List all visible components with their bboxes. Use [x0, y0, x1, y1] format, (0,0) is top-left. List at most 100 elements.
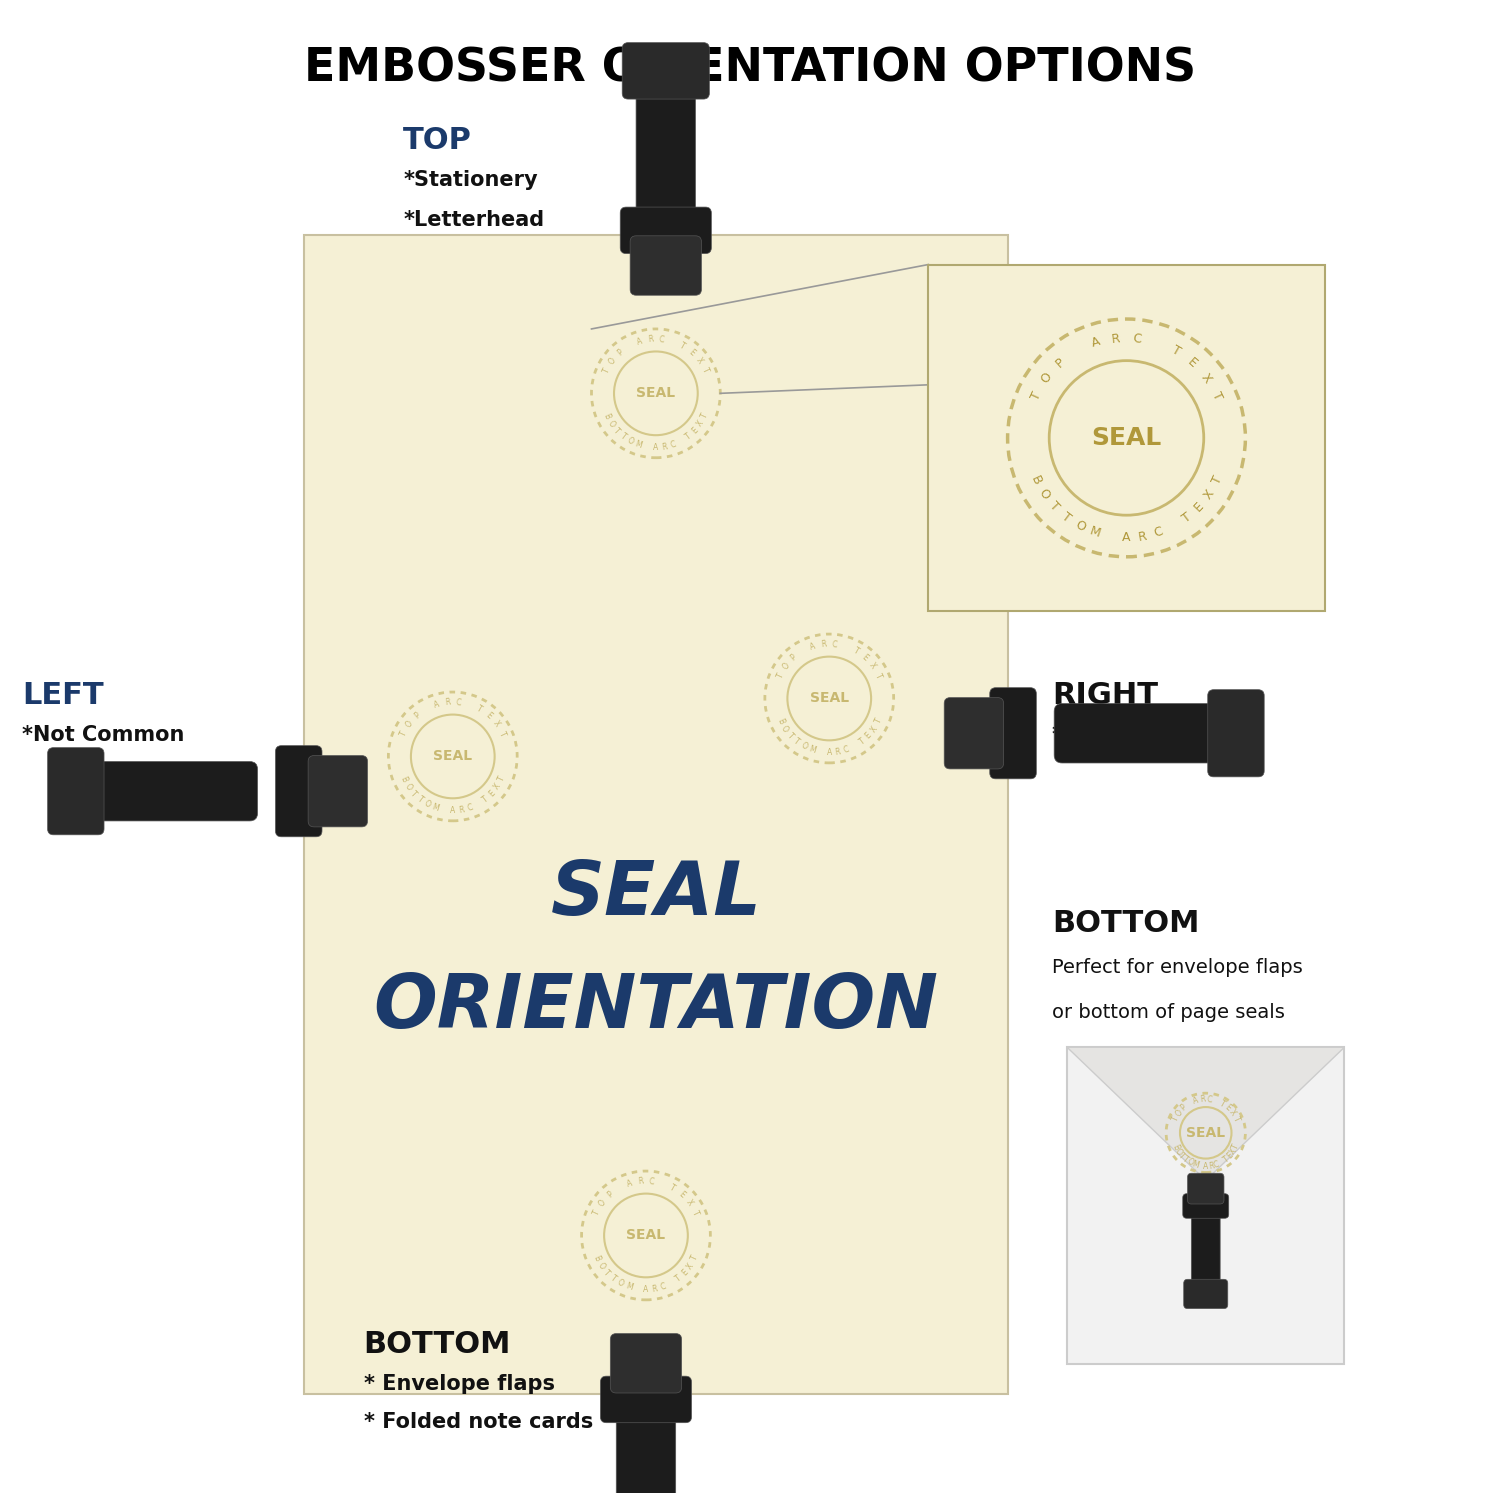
- Text: O: O: [1072, 518, 1088, 534]
- FancyBboxPatch shape: [1184, 1194, 1228, 1218]
- Text: T: T: [1168, 344, 1182, 358]
- Text: T: T: [602, 1268, 612, 1278]
- Text: T: T: [684, 432, 693, 441]
- Text: T: T: [858, 736, 867, 747]
- Text: T: T: [1180, 1155, 1190, 1164]
- Text: SEAL: SEAL: [636, 387, 675, 400]
- FancyBboxPatch shape: [1191, 1206, 1219, 1286]
- Text: T: T: [496, 729, 507, 738]
- Text: P: P: [615, 348, 626, 357]
- FancyBboxPatch shape: [622, 42, 710, 99]
- Text: *Stationery: *Stationery: [404, 171, 538, 190]
- Text: RIGHT: RIGHT: [1052, 681, 1158, 710]
- Text: SEAL: SEAL: [810, 692, 849, 705]
- FancyBboxPatch shape: [944, 698, 1004, 770]
- FancyBboxPatch shape: [928, 264, 1324, 612]
- Text: T: T: [669, 1184, 676, 1194]
- Text: A: A: [626, 1179, 633, 1190]
- FancyBboxPatch shape: [48, 747, 104, 836]
- FancyBboxPatch shape: [304, 236, 1008, 1394]
- Text: P: P: [1053, 356, 1068, 370]
- FancyBboxPatch shape: [1066, 1047, 1344, 1365]
- FancyBboxPatch shape: [93, 762, 258, 820]
- Text: or bottom of page seals: or bottom of page seals: [1052, 1002, 1286, 1022]
- Text: A: A: [1090, 336, 1102, 351]
- Text: A: A: [432, 700, 439, 709]
- Text: R: R: [662, 442, 668, 452]
- Text: O: O: [616, 1278, 626, 1288]
- Text: T: T: [609, 1274, 618, 1284]
- Text: SEAL: SEAL: [627, 1228, 666, 1242]
- Text: O: O: [626, 436, 636, 447]
- FancyBboxPatch shape: [610, 1334, 681, 1394]
- Text: E: E: [690, 426, 700, 435]
- Text: C: C: [1212, 1160, 1221, 1170]
- Text: EMBOSSER ORIENTATION OPTIONS: EMBOSSER ORIENTATION OPTIONS: [304, 46, 1196, 92]
- Text: M: M: [634, 440, 644, 450]
- Text: SEAL: SEAL: [550, 858, 762, 930]
- FancyBboxPatch shape: [990, 687, 1036, 778]
- Text: * Envelope flaps: * Envelope flaps: [363, 1374, 555, 1394]
- Text: A: A: [644, 1286, 648, 1294]
- Text: O: O: [402, 782, 414, 792]
- Text: T: T: [399, 729, 410, 738]
- Text: X: X: [1202, 488, 1216, 501]
- Text: SEAL: SEAL: [433, 750, 472, 764]
- Text: T: T: [482, 795, 490, 804]
- Text: SEAL: SEAL: [1092, 426, 1161, 450]
- Text: E: E: [484, 711, 494, 722]
- Text: SEAL: SEAL: [1186, 1126, 1225, 1140]
- FancyBboxPatch shape: [600, 1376, 692, 1422]
- Text: LEFT: LEFT: [22, 681, 104, 710]
- Text: T: T: [690, 1254, 700, 1263]
- Text: O: O: [423, 800, 432, 810]
- FancyBboxPatch shape: [636, 63, 696, 228]
- Text: C: C: [658, 334, 664, 345]
- Text: B: B: [399, 776, 410, 783]
- FancyBboxPatch shape: [276, 746, 322, 837]
- Text: X: X: [867, 662, 877, 670]
- Text: C: C: [833, 640, 839, 650]
- Text: T: T: [674, 1274, 682, 1284]
- Text: M: M: [624, 1281, 633, 1292]
- Text: P: P: [1179, 1102, 1188, 1113]
- Text: E: E: [488, 789, 496, 798]
- Text: C: C: [466, 802, 474, 813]
- Text: B: B: [776, 717, 786, 726]
- Text: T: T: [700, 413, 709, 420]
- Text: P: P: [413, 711, 422, 720]
- Text: X: X: [696, 419, 706, 429]
- Text: A: A: [654, 442, 658, 452]
- Text: A: A: [1122, 531, 1131, 544]
- Text: X: X: [492, 782, 502, 792]
- Text: M: M: [1088, 525, 1102, 540]
- Text: Perfect for envelope flaps: Perfect for envelope flaps: [1052, 958, 1304, 976]
- Text: C: C: [648, 1178, 654, 1186]
- Text: R: R: [651, 1284, 658, 1293]
- FancyBboxPatch shape: [308, 756, 368, 826]
- Text: X: X: [868, 724, 879, 734]
- Text: C: C: [1206, 1095, 1212, 1104]
- Text: M: M: [807, 744, 816, 754]
- Text: O: O: [778, 724, 790, 734]
- Text: T: T: [873, 672, 883, 680]
- Text: C: C: [669, 440, 676, 450]
- Text: T: T: [1209, 474, 1224, 486]
- Text: O: O: [597, 1198, 608, 1208]
- FancyBboxPatch shape: [620, 207, 711, 254]
- FancyBboxPatch shape: [1208, 690, 1264, 777]
- Text: A: A: [1203, 1161, 1209, 1170]
- Text: *Letterhead: *Letterhead: [404, 210, 544, 230]
- Text: T: T: [678, 340, 687, 351]
- Text: M: M: [430, 802, 439, 813]
- Text: O: O: [608, 356, 618, 366]
- Text: T: T: [1029, 390, 1044, 402]
- Text: R: R: [444, 698, 450, 708]
- Text: O: O: [800, 741, 808, 752]
- Text: R: R: [834, 747, 842, 756]
- Text: T: T: [1232, 1114, 1240, 1124]
- Text: E: E: [864, 730, 873, 741]
- Text: E: E: [861, 652, 870, 663]
- Text: T: T: [408, 789, 419, 798]
- Text: B: B: [1029, 474, 1044, 488]
